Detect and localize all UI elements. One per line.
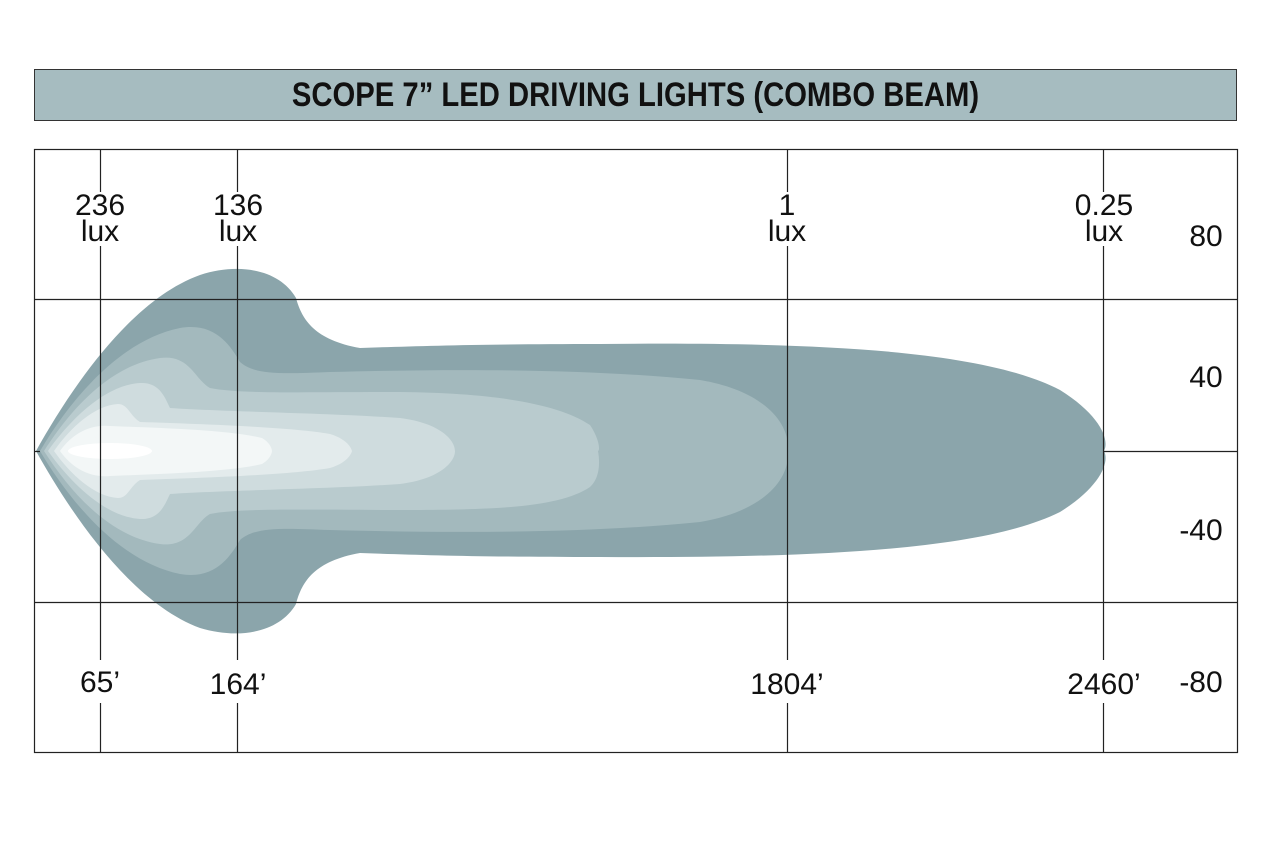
y-tick-labels: 80 40 -40 -80 — [1179, 220, 1222, 699]
y-tick-80: 80 — [1189, 220, 1222, 253]
lux-value-1: 1 — [779, 189, 796, 222]
chart-title-bar: SCOPE 7” LED DRIVING LIGHTS (COMBO BEAM) — [34, 69, 1237, 121]
y-tick-minus40: -40 — [1179, 514, 1222, 547]
grid-inner-lines — [99, 246, 1105, 660]
distance-label-1804: 1804’ — [750, 668, 823, 701]
distance-label-2460: 2460’ — [1067, 668, 1140, 701]
lux-unit-236: lux — [81, 215, 119, 248]
beam-hotspot — [68, 443, 152, 459]
lux-value-025: 0.25 — [1075, 189, 1133, 222]
y-tick-40: 40 — [1189, 361, 1222, 394]
beam-contours — [36, 268, 1106, 634]
distance-label-65: 65’ — [80, 666, 120, 699]
lux-labels: 236 lux 136 lux 1 lux 0.25 lux — [75, 189, 1133, 248]
distance-labels: 65’ 164’ 1804’ 2460’ — [80, 666, 1141, 701]
distance-label-164: 164’ — [210, 668, 267, 701]
chart-title: SCOPE 7” LED DRIVING LIGHTS (COMBO BEAM) — [291, 75, 980, 114]
lux-value-236: 236 — [75, 189, 125, 222]
y-tick-minus80: -80 — [1179, 666, 1222, 699]
lux-unit-025: lux — [1085, 215, 1123, 248]
lux-unit-1: lux — [768, 215, 806, 248]
lux-value-136: 136 — [213, 189, 263, 222]
chart-grid — [33, 148, 1239, 754]
lux-unit-136: lux — [219, 215, 257, 248]
